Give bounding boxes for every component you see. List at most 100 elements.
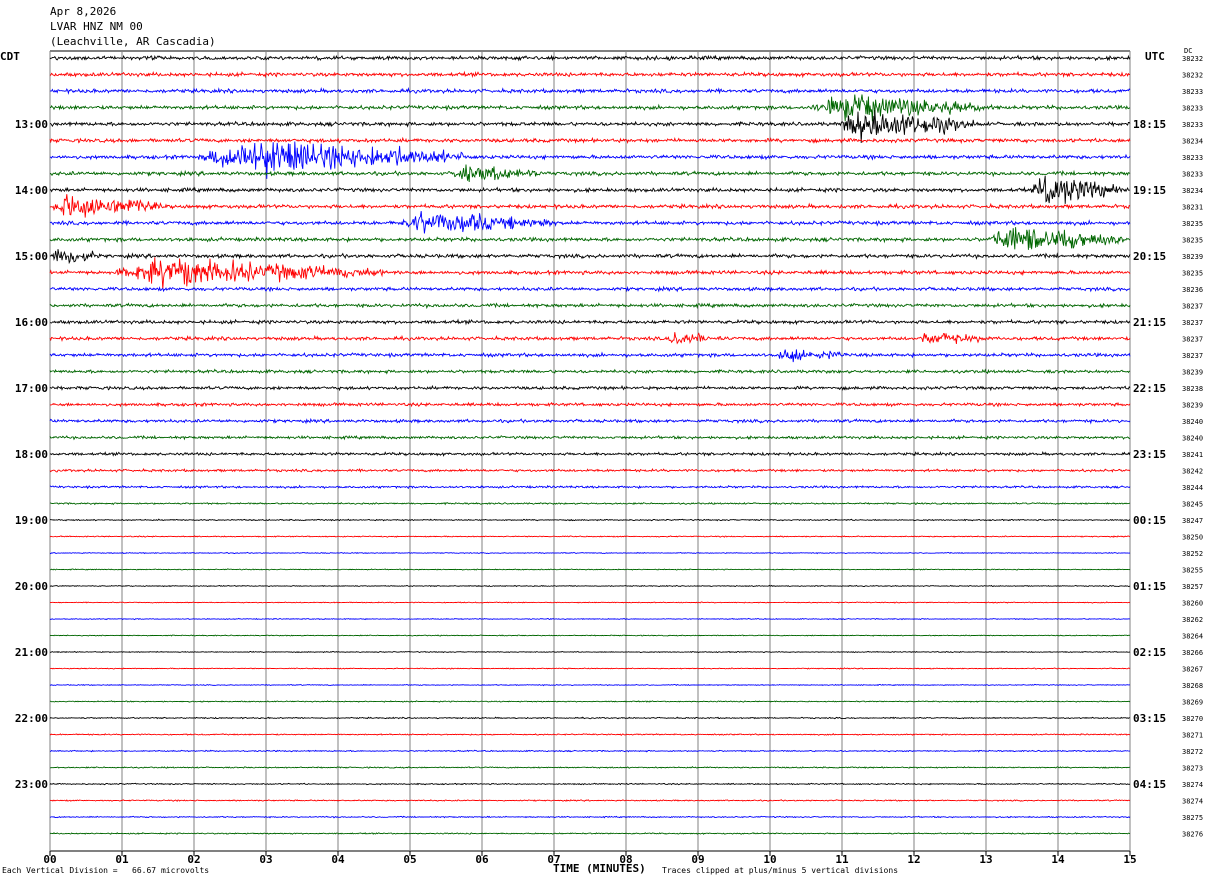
- dc-offset-value: 38237: [1182, 352, 1203, 360]
- right-hour-label: 02:15: [1133, 646, 1166, 659]
- trace-line: [49, 136, 1131, 145]
- trace-line: [49, 667, 1131, 670]
- trace-line: [49, 568, 1131, 571]
- dc-offset-value: 38239: [1182, 369, 1203, 377]
- trace-line: [49, 749, 1131, 753]
- x-tick-label: 07: [547, 853, 560, 866]
- dc-offset-value: 38242: [1182, 468, 1203, 476]
- right-hour-label: 04:15: [1133, 778, 1166, 791]
- dc-offset-value: 38235: [1182, 270, 1203, 278]
- right-hour-label: 23:15: [1133, 448, 1166, 461]
- dc-offset-value: 38245: [1182, 501, 1203, 509]
- dc-offset-value: 38237: [1182, 336, 1203, 344]
- clipping-note: Traces clipped at plus/minus 5 vertical …: [662, 866, 899, 875]
- trace-line: [49, 634, 1131, 637]
- trace-line: [49, 349, 1131, 363]
- dc-offset-value: 38274: [1182, 781, 1203, 789]
- trace-line: [49, 384, 1131, 392]
- right-hour-label: 01:15: [1133, 580, 1166, 593]
- dc-offset-value: 38255: [1182, 567, 1203, 575]
- x-tick-label: 13: [979, 853, 992, 866]
- x-tick-label: 12: [907, 853, 920, 866]
- trace-line: [49, 70, 1131, 79]
- x-tick-label: 06: [475, 853, 489, 866]
- dc-offset-value: 38234: [1182, 138, 1203, 146]
- left-hour-label: 18:00: [15, 448, 48, 461]
- trace-line: [49, 683, 1131, 687]
- trace-line: [49, 518, 1131, 522]
- dc-offset-value: 38250: [1182, 534, 1203, 542]
- trace-line: [49, 650, 1131, 654]
- dc-offset-value: 38233: [1182, 105, 1203, 113]
- x-tick-label: 00: [43, 853, 56, 866]
- trace-line: [49, 450, 1131, 457]
- trace-line: [49, 782, 1131, 786]
- dc-offset-value: 38233: [1182, 171, 1203, 179]
- dc-offset-value: 38276: [1182, 831, 1203, 839]
- trace-line: [49, 194, 1131, 218]
- x-tick-label: 14: [1051, 853, 1065, 866]
- x-tick-label: 02: [187, 853, 200, 866]
- left-hour-label: 15:00: [15, 250, 48, 263]
- dc-offset-value: 38271: [1182, 732, 1203, 740]
- trace-line: [49, 318, 1131, 326]
- trace-line: [49, 467, 1131, 473]
- trace-line: [49, 87, 1131, 95]
- vertical-scale-note: Each Vertical Division = 66.67 microvolt…: [2, 866, 210, 875]
- trace-line: [49, 733, 1131, 736]
- trace-line: [49, 799, 1131, 802]
- dc-offset-value: 38233: [1182, 154, 1203, 162]
- trace-line: [49, 700, 1131, 703]
- trace-line: [49, 501, 1131, 506]
- dc-offset-value: 38244: [1182, 484, 1203, 492]
- dc-offset-header: DC: [1184, 47, 1193, 55]
- dc-offset-value: 38235: [1182, 237, 1203, 245]
- trace-line: [49, 257, 1131, 290]
- trace-line: [49, 249, 1131, 265]
- trace-line: [49, 484, 1131, 490]
- right-hour-label: 00:15: [1133, 514, 1166, 527]
- dc-offset-value: 38239: [1182, 253, 1203, 261]
- trace-line: [49, 551, 1131, 555]
- dc-offset-value: 38247: [1182, 517, 1203, 525]
- trace-line: [49, 601, 1131, 604]
- dc-offset-value: 38268: [1182, 682, 1203, 690]
- x-tick-label: 08: [619, 853, 632, 866]
- dc-offset-value: 38266: [1182, 649, 1203, 657]
- dc-offset-value: 38232: [1182, 72, 1203, 80]
- right-timezone-label: UTC: [1145, 50, 1165, 63]
- right-hour-label: 22:15: [1133, 382, 1166, 395]
- left-hour-label: 13:00: [15, 118, 48, 131]
- dc-offset-value: 38264: [1182, 633, 1203, 641]
- trace-line: [49, 832, 1131, 835]
- chart-date: Apr 8,2026: [50, 5, 117, 18]
- dc-offset-value: 38233: [1182, 121, 1203, 129]
- trace-line: [49, 211, 1131, 234]
- x-tick-label: 09: [691, 853, 704, 866]
- trace-line: [49, 141, 1131, 179]
- trace-line: [49, 332, 1131, 345]
- left-hour-label: 14:00: [15, 184, 48, 197]
- right-hour-label: 18:15: [1133, 118, 1166, 131]
- trace-line: [49, 175, 1131, 204]
- trace-line: [49, 368, 1131, 375]
- right-hour-label: 19:15: [1133, 184, 1166, 197]
- x-axis-label: TIME (MINUTES): [553, 862, 646, 875]
- right-hour-label: 03:15: [1133, 712, 1166, 725]
- left-hour-label: 16:00: [15, 316, 48, 329]
- dc-offset-value: 38257: [1182, 583, 1203, 591]
- dc-offset-value: 38240: [1182, 435, 1203, 443]
- dc-offset-value: 38237: [1182, 303, 1203, 311]
- trace-line: [49, 535, 1131, 538]
- trace-line: [49, 302, 1131, 310]
- trace-line: [49, 417, 1131, 425]
- left-timezone-label: CDT: [0, 50, 20, 63]
- trace-line: [49, 434, 1131, 441]
- left-hour-label: 23:00: [15, 778, 48, 791]
- trace-line: [49, 164, 1131, 183]
- dc-offset-value: 38236: [1182, 286, 1203, 294]
- right-hour-label: 21:15: [1133, 316, 1166, 329]
- x-tick-label: 04: [331, 853, 345, 866]
- trace-line: [49, 716, 1130, 720]
